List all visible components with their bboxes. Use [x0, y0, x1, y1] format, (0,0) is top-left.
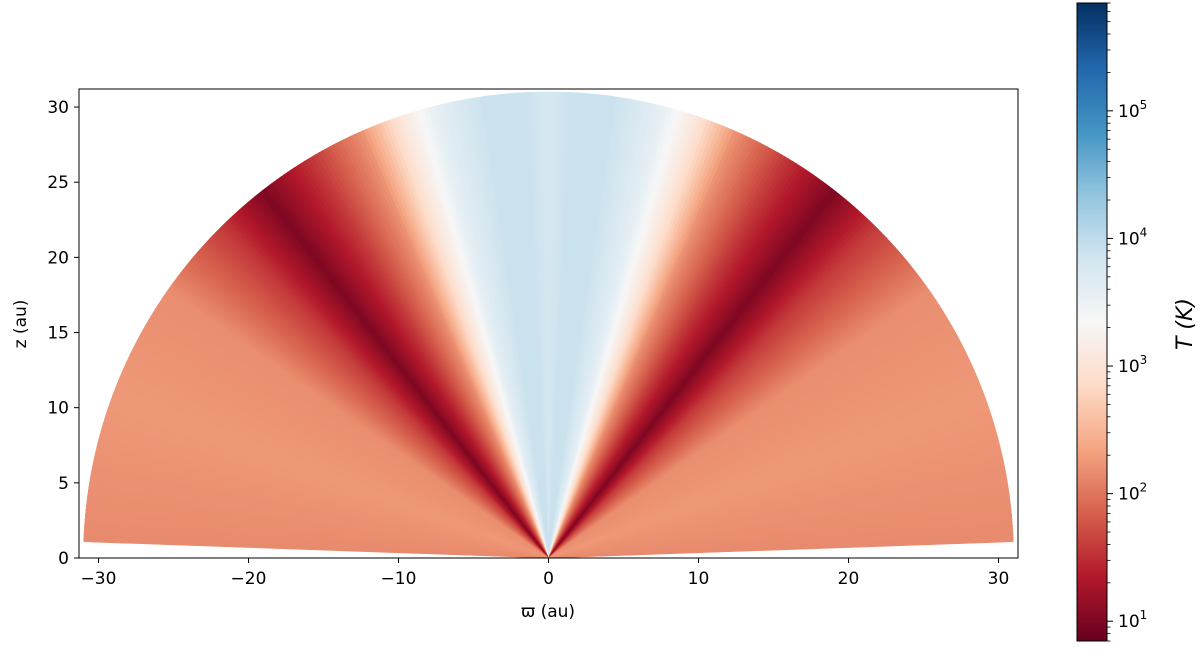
y-axis-label: z (au)	[11, 300, 31, 349]
colorbar-tick-label: 104	[1118, 225, 1147, 249]
y-tick-label: 0	[58, 549, 69, 569]
x-tick-label: −10	[381, 569, 417, 589]
y-tick-label: 10	[47, 399, 69, 419]
heatmap-wedge	[548, 537, 1014, 559]
colorbar-label: T (K)	[1173, 298, 1198, 350]
x-tick-label: −20	[231, 569, 267, 589]
y-tick-label: 15	[47, 324, 69, 344]
colorbar-ticks: 101 102 103 104 105	[1107, 2, 1147, 642]
colorbar-tick-label: 102	[1118, 481, 1147, 505]
x-tick-label: 30	[988, 569, 1010, 589]
colorbar-tick-label: 105	[1118, 98, 1147, 122]
heatmap-wedge	[83, 537, 549, 559]
y-axis-ticks: 0 5 10 15 20 25 30	[47, 98, 79, 569]
colorbar-tick-label: 103	[1118, 353, 1147, 377]
colorbar-tick-label: 101	[1118, 608, 1147, 632]
x-tick-label: 0	[543, 569, 554, 589]
x-tick-label: 10	[688, 569, 710, 589]
temperature-heatmap	[83, 91, 1014, 559]
x-axis-label: ϖ (au)	[521, 602, 575, 622]
y-tick-label: 20	[47, 248, 69, 268]
x-tick-label: 20	[838, 569, 860, 589]
y-tick-label: 25	[47, 173, 69, 193]
x-axis-ticks: −30 −20 −10 0 10 20 30	[81, 558, 1010, 589]
x-tick-label: −30	[81, 569, 117, 589]
colorbar	[1076, 2, 1108, 642]
y-tick-label: 30	[47, 98, 69, 118]
y-tick-label: 5	[58, 474, 69, 494]
